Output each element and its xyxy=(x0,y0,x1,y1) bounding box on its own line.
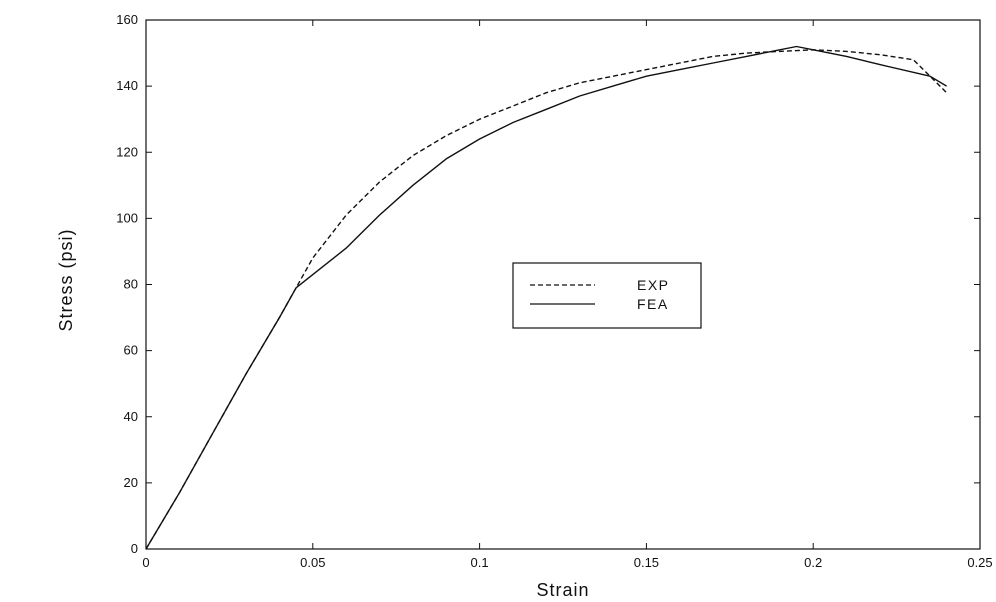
x-tick-label: 0.25 xyxy=(967,555,992,570)
x-tick-label: 0.05 xyxy=(300,555,325,570)
y-tick-label: 60 xyxy=(124,343,138,358)
series-line-exp xyxy=(145,49,948,550)
legend-box xyxy=(512,262,702,329)
legend: EXP FEA xyxy=(512,262,702,329)
y-tick-label: 140 xyxy=(116,78,138,93)
x-tick-label: 0.15 xyxy=(634,555,659,570)
x-tick-label: 0.1 xyxy=(471,555,489,570)
series-lines xyxy=(145,45,948,550)
y-tick-label: 160 xyxy=(116,12,138,27)
y-tick-label: 20 xyxy=(124,475,138,490)
x-tick-label: 0 xyxy=(142,555,149,570)
series-line-fea xyxy=(145,45,947,550)
x-axis-label: Strain xyxy=(536,580,589,600)
y-tick-label: 120 xyxy=(116,144,138,159)
x-axis-ticks: 0 0.05 0.1 0.15 0.2 0.25 xyxy=(142,20,993,570)
legend-exp-label: EXP xyxy=(637,277,670,293)
y-tick-label: 100 xyxy=(116,210,138,225)
legend-fea-label: FEA xyxy=(637,296,669,312)
y-tick-label: 40 xyxy=(124,409,138,424)
y-tick-label: 0 xyxy=(131,541,138,556)
x-tick-label: 0.2 xyxy=(804,555,822,570)
y-axis-ticks: 0 20 40 60 80 100 120 140 160 xyxy=(116,12,980,556)
y-tick-label: 80 xyxy=(124,277,138,292)
y-axis-label: Stress (psi) xyxy=(56,228,76,331)
